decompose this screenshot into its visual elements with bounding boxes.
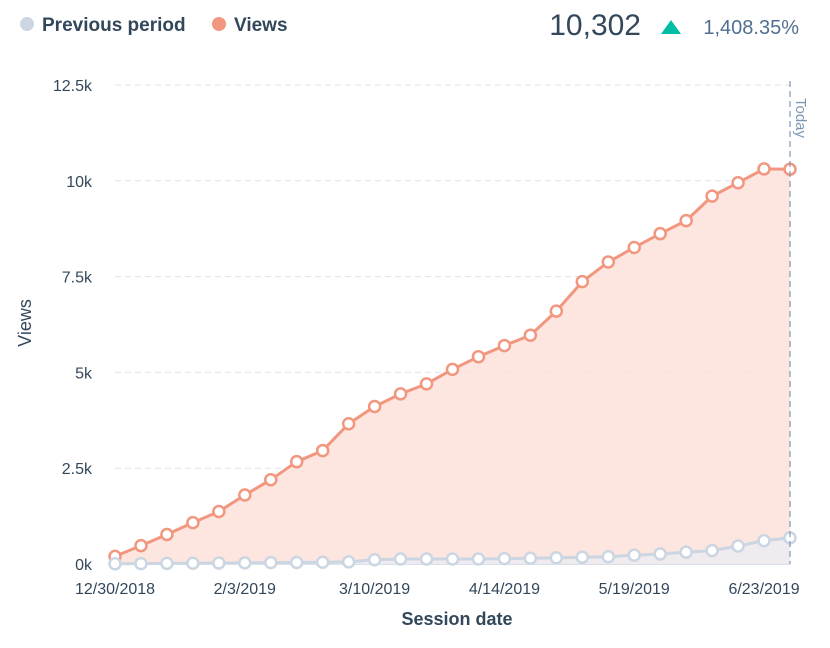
today-marker: Today [789, 81, 809, 564]
data-point-previous-period [497, 551, 512, 566]
area-layer [115, 168, 790, 564]
data-point-previous-period [575, 550, 590, 565]
y-axis-ticks: 0k 2.5k 5k 7.5k 10k 12.5k [53, 78, 93, 574]
data-point-previous-period [523, 551, 538, 566]
data-point-previous-period [627, 548, 641, 562]
legend-item-previous-period[interactable]: Previous period [20, 15, 186, 36]
y-axis-title: Views [15, 299, 35, 347]
data-point-previous-period [679, 545, 693, 559]
data-point-views [238, 488, 252, 502]
today-label: Today [792, 98, 809, 139]
legend-label-previous-period: Previous period [42, 15, 186, 36]
data-point-views [134, 538, 148, 553]
data-point-previous-period [601, 549, 616, 564]
data-point-previous-period [393, 552, 408, 566]
data-point-views [523, 328, 538, 342]
data-point-views [419, 377, 434, 391]
x-tick-label: 4/14/2019 [469, 581, 540, 598]
legend-item-views[interactable]: Views [212, 15, 288, 36]
x-tick-label: 3/10/2019 [339, 581, 410, 598]
x-tick-label: 12/30/2018 [75, 581, 155, 598]
legend-marker-previous-period [20, 17, 34, 31]
data-point-views [212, 504, 226, 519]
data-point-previous-period [186, 556, 200, 570]
data-point-previous-period [315, 555, 330, 570]
data-point-views [549, 304, 564, 318]
data-point-views [497, 338, 512, 353]
x-tick-label: 5/19/2019 [599, 581, 670, 598]
data-point-views [315, 443, 330, 458]
data-point-views [705, 189, 719, 203]
data-point-previous-period [238, 556, 252, 570]
x-axis-ticks: 12/30/2018 2/3/2019 3/10/2019 4/14/2019 5/19… [75, 581, 800, 598]
trend-up-icon [661, 20, 681, 34]
data-point-views [445, 362, 460, 377]
data-point-views [679, 213, 693, 228]
y-tick-label: 7.5k [62, 270, 93, 287]
y-tick-label: 10k [66, 174, 93, 191]
data-point-previous-period [549, 551, 564, 565]
data-point-previous-period [471, 552, 486, 566]
data-point-views [471, 349, 486, 364]
area-previous-period [115, 537, 790, 564]
data-point-previous-period [212, 556, 226, 570]
data-point-previous-period [653, 547, 667, 561]
legend-marker-views [212, 17, 226, 31]
data-point-previous-period [134, 556, 148, 571]
data-point-previous-period [108, 557, 122, 571]
data-point-views [341, 416, 356, 431]
data-point-views [627, 240, 641, 255]
data-point-views [186, 515, 200, 530]
total-value: 10,302 [549, 9, 641, 42]
point-layer [108, 162, 797, 571]
data-point-previous-period [160, 556, 174, 571]
data-point-views [289, 454, 304, 469]
data-point-views [653, 226, 667, 241]
x-tick-label: 2/3/2019 [214, 581, 276, 598]
data-point-views [601, 255, 616, 269]
x-tick-label: 6/23/2019 [728, 581, 799, 598]
data-point-views [757, 162, 771, 176]
data-point-previous-period [705, 543, 719, 558]
data-point-views [731, 175, 745, 190]
legend-label-views: Views [234, 15, 288, 36]
data-point-views [575, 274, 590, 289]
legend: Previous period Views [20, 15, 288, 36]
y-tick-label: 5k [75, 365, 93, 382]
data-point-previous-period [264, 555, 278, 570]
data-point-previous-period [367, 553, 382, 567]
data-point-previous-period [757, 533, 771, 548]
data-point-previous-period [731, 539, 745, 553]
x-axis-title: Session date [401, 609, 512, 629]
data-point-views [160, 527, 174, 542]
data-point-previous-period [445, 552, 460, 566]
data-point-previous-period [289, 555, 304, 570]
y-tick-label: 2.5k [62, 461, 93, 478]
y-tick-label: 0k [75, 557, 93, 574]
data-point-views [367, 399, 382, 414]
y-tick-label: 12.5k [53, 78, 93, 95]
data-point-views [393, 387, 408, 401]
area-views [115, 168, 790, 564]
data-point-previous-period [419, 552, 434, 566]
data-point-views [264, 472, 278, 487]
data-point-previous-period [341, 555, 356, 569]
change-percent: 1,408.35% [703, 17, 799, 39]
